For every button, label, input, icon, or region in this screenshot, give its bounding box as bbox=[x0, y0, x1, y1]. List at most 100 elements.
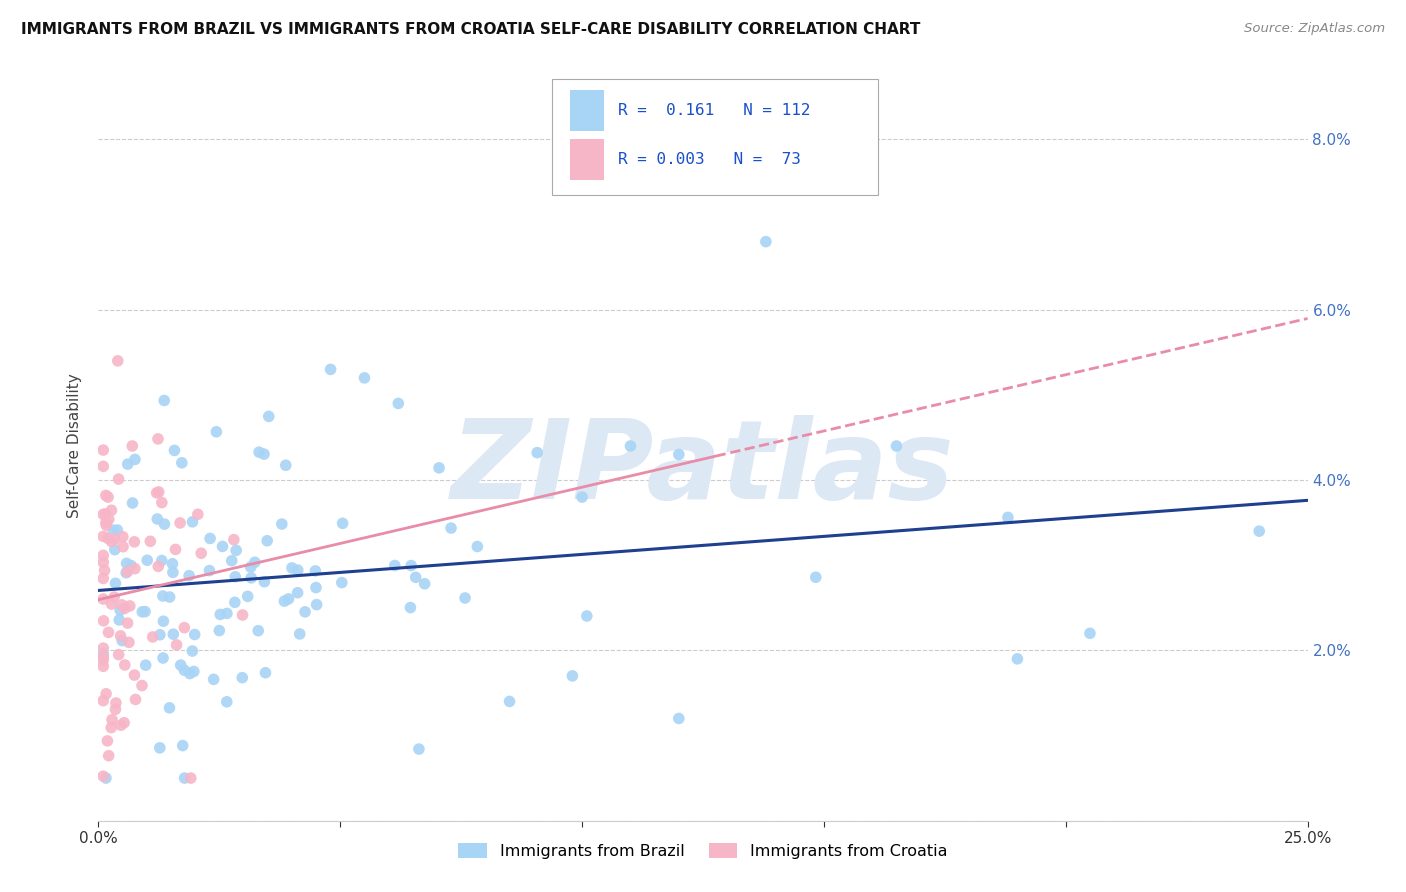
Point bbox=[209, 607, 232, 622]
Point bbox=[305, 581, 328, 595]
Point bbox=[804, 570, 827, 584]
Point bbox=[273, 594, 295, 608]
Point bbox=[91, 592, 114, 607]
Point bbox=[97, 490, 120, 504]
Point bbox=[163, 443, 186, 458]
Point bbox=[148, 485, 170, 500]
Point bbox=[619, 439, 641, 453]
Text: Source: ZipAtlas.com: Source: ZipAtlas.com bbox=[1244, 22, 1385, 36]
Point bbox=[254, 665, 277, 680]
Point bbox=[115, 557, 138, 571]
Point bbox=[173, 663, 195, 677]
Point bbox=[1007, 652, 1029, 666]
Point bbox=[91, 647, 114, 661]
Point bbox=[236, 590, 259, 604]
Point bbox=[159, 590, 181, 604]
Point bbox=[150, 495, 173, 509]
Point bbox=[104, 576, 127, 591]
Point bbox=[108, 613, 131, 627]
Point bbox=[319, 362, 342, 376]
Point bbox=[124, 452, 146, 467]
Point bbox=[190, 546, 212, 560]
Point bbox=[105, 523, 128, 537]
Point bbox=[91, 459, 114, 474]
Point bbox=[304, 564, 326, 578]
Point bbox=[111, 598, 134, 612]
Point bbox=[117, 616, 139, 631]
Point bbox=[94, 488, 117, 502]
Point bbox=[96, 734, 118, 748]
Point bbox=[222, 533, 245, 547]
Point bbox=[198, 532, 221, 546]
Point bbox=[91, 549, 114, 563]
Point bbox=[94, 771, 117, 785]
Point bbox=[111, 530, 134, 544]
Point bbox=[1249, 524, 1271, 538]
Point bbox=[498, 694, 520, 708]
Point bbox=[277, 591, 299, 606]
Point bbox=[124, 668, 146, 682]
Point bbox=[179, 666, 201, 681]
Point bbox=[427, 460, 450, 475]
Point bbox=[97, 625, 120, 640]
Point bbox=[134, 605, 156, 619]
Point bbox=[454, 591, 477, 605]
Point bbox=[136, 553, 159, 567]
Point bbox=[110, 629, 132, 643]
Point bbox=[166, 638, 188, 652]
Point bbox=[173, 771, 195, 785]
Point bbox=[886, 439, 908, 453]
Point bbox=[997, 510, 1019, 524]
Point bbox=[108, 603, 131, 617]
Point bbox=[257, 409, 280, 424]
Point bbox=[104, 702, 127, 716]
Point bbox=[172, 739, 194, 753]
Point bbox=[152, 614, 174, 628]
Point bbox=[107, 648, 129, 662]
Point bbox=[91, 659, 114, 673]
Point bbox=[114, 601, 136, 615]
Point bbox=[104, 542, 127, 557]
Point bbox=[149, 740, 172, 755]
Point bbox=[215, 607, 238, 621]
Text: R = 0.003   N =  73: R = 0.003 N = 73 bbox=[619, 153, 801, 168]
Point bbox=[232, 607, 254, 622]
Point bbox=[146, 432, 169, 446]
Point bbox=[162, 557, 184, 571]
Point bbox=[118, 635, 141, 649]
Point bbox=[231, 671, 253, 685]
Point bbox=[405, 570, 427, 584]
Point bbox=[183, 627, 205, 641]
Point bbox=[305, 598, 328, 612]
Point bbox=[270, 517, 292, 532]
Point bbox=[240, 571, 263, 585]
Point bbox=[440, 521, 463, 535]
Point bbox=[467, 540, 489, 554]
Point bbox=[150, 553, 173, 567]
Point bbox=[162, 627, 184, 641]
Point bbox=[224, 595, 246, 609]
Point bbox=[131, 605, 153, 619]
Point bbox=[100, 597, 122, 611]
Point bbox=[103, 590, 125, 604]
Point bbox=[91, 649, 114, 664]
Point bbox=[110, 718, 132, 732]
Point bbox=[202, 673, 225, 687]
Point bbox=[253, 447, 276, 461]
Point bbox=[100, 503, 122, 517]
Point bbox=[571, 490, 593, 504]
Point bbox=[294, 605, 316, 619]
Text: R =  0.161   N = 112: R = 0.161 N = 112 bbox=[619, 103, 811, 119]
Point bbox=[169, 516, 191, 530]
Point bbox=[145, 486, 167, 500]
Point bbox=[91, 571, 114, 585]
Point bbox=[96, 518, 118, 533]
Point bbox=[152, 589, 174, 603]
Point bbox=[91, 769, 114, 783]
FancyBboxPatch shape bbox=[551, 78, 879, 195]
Point bbox=[162, 566, 184, 580]
Point bbox=[124, 692, 146, 706]
Point bbox=[117, 565, 139, 579]
Point bbox=[668, 448, 690, 462]
Point bbox=[399, 558, 422, 573]
